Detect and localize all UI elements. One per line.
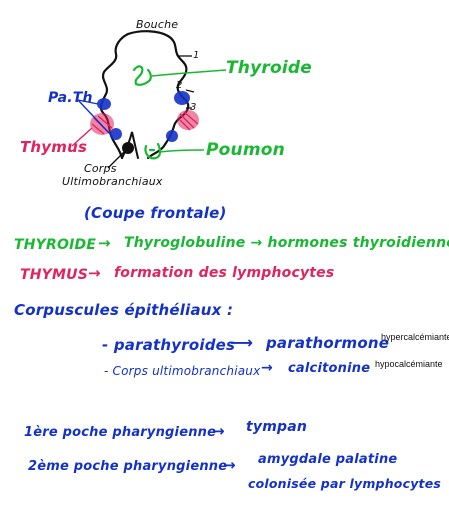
label-bouche: Bouche: [136, 18, 178, 31]
pouch-2-tick: [186, 90, 194, 92]
parathyroides-arrow: ⟶: [230, 333, 253, 352]
corps-ultimo-arrow: →: [261, 360, 273, 376]
hypercalcemiante-note: hypercalcémiante: [381, 332, 449, 342]
poche1-term: 1ère poche pharyngienne: [24, 425, 216, 440]
poche1-result: tympan: [246, 419, 307, 435]
label-thyroide: Thyroide: [226, 58, 312, 78]
label-poumon: Poumon: [206, 140, 285, 160]
thymus-definition: formation des lymphocytes: [114, 265, 334, 281]
label-pouch-2: 2: [176, 80, 183, 91]
poche2-term: 2ème poche pharyngienne: [28, 459, 227, 474]
poumon-pointer: [160, 150, 204, 152]
label-corps: Corps: [84, 162, 117, 175]
hypocalcemiante-note: hypocalcémiante: [375, 359, 443, 369]
poche2-result-line2: colonisée par lymphocytes: [248, 476, 441, 491]
thyroid-shape: [134, 66, 151, 84]
thymus-arrow: →: [88, 264, 101, 282]
calcitonine-term: calcitonine: [288, 361, 370, 376]
thyroide-arrow: →: [98, 234, 111, 252]
parathyroides-term: - parathyroides: [102, 336, 235, 354]
thyroide-definition: Thyroglobuline → hormones thyroidiennes: [124, 235, 449, 251]
corpuscules-heading: Corpuscules épithéliaux :: [14, 301, 233, 319]
corps-ultimo-term: - Corps ultimobranchiaux: [104, 364, 260, 378]
label-pouch-1: 1: [193, 50, 200, 61]
poche2-result-line1: amygdale palatine: [258, 452, 397, 467]
parathormone-term: parathormone: [266, 334, 389, 352]
parathyroid-right-lower: [166, 130, 178, 142]
poche2-arrow: →: [223, 456, 236, 474]
coupe-frontale: (Coupe frontale): [84, 204, 227, 222]
label-path: Pa.Th: [48, 90, 93, 106]
thyroid-pointer: [152, 70, 226, 76]
thymus-term: THYMUS: [20, 267, 88, 283]
label-pouch-3: 3: [190, 102, 197, 113]
poche1-arrow: →: [212, 422, 225, 440]
label-thymus-diagram: Thymus: [20, 138, 87, 156]
parathyroid-left-upper: [97, 98, 111, 110]
label-ultimobranchiaux: Ultimobranchiaux: [62, 175, 163, 188]
parathyroid-right-upper: [174, 91, 190, 105]
thyroide-term: THYROIDE: [14, 237, 96, 253]
